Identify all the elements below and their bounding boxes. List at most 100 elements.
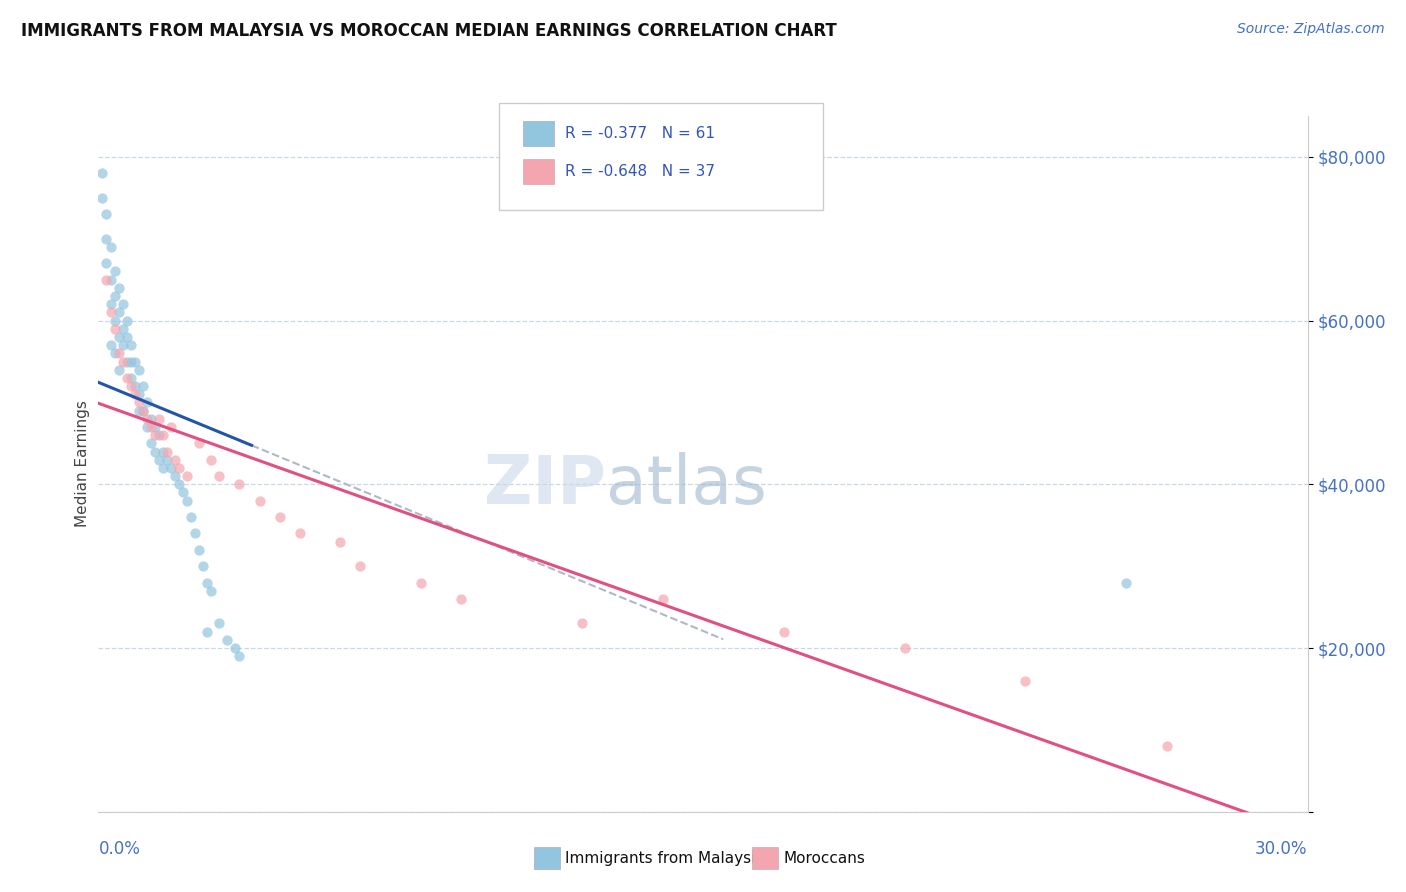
Point: [195, 624, 218, 639]
Point: [180, 510, 202, 524]
Point: [167, 477, 190, 491]
Point: [132, 379, 155, 393]
Point: [409, 575, 432, 590]
Point: [143, 444, 166, 458]
Point: [103, 322, 125, 336]
Point: [128, 395, 150, 409]
Point: [124, 354, 146, 368]
Point: [91, 166, 114, 180]
Point: [111, 297, 134, 311]
Point: [148, 428, 170, 442]
Point: [107, 281, 129, 295]
Text: IMMIGRANTS FROM MALAYSIA VS MOROCCAN MEDIAN EARNINGS CORRELATION CHART: IMMIGRANTS FROM MALAYSIA VS MOROCCAN MED…: [21, 22, 837, 40]
Point: [100, 240, 122, 254]
Point: [228, 477, 250, 491]
Point: [139, 412, 162, 426]
Point: [176, 469, 198, 483]
Point: [135, 412, 157, 426]
Point: [651, 591, 673, 606]
Point: [107, 362, 129, 376]
Point: [124, 379, 146, 393]
Point: [120, 379, 142, 393]
Point: [128, 403, 150, 417]
Point: [1115, 575, 1137, 590]
Point: [269, 510, 291, 524]
Point: [107, 305, 129, 319]
Point: [100, 297, 122, 311]
Point: [139, 436, 162, 450]
Point: [249, 493, 271, 508]
Point: [772, 624, 794, 639]
Point: [143, 428, 166, 442]
Text: 30.0%: 30.0%: [1256, 839, 1308, 857]
Point: [107, 346, 129, 360]
Point: [143, 420, 166, 434]
Point: [115, 330, 138, 344]
Point: [111, 322, 134, 336]
Point: [115, 313, 138, 327]
Point: [1014, 673, 1036, 688]
Point: [184, 526, 207, 541]
Point: [200, 452, 222, 467]
Point: [163, 452, 186, 467]
Text: Immigrants from Malaysia: Immigrants from Malaysia: [565, 851, 765, 865]
Point: [96, 273, 118, 287]
Point: [228, 649, 250, 664]
Point: [132, 403, 155, 417]
Point: [103, 313, 125, 327]
Point: [188, 542, 211, 557]
Point: [152, 444, 174, 458]
Point: [107, 330, 129, 344]
Point: [152, 461, 174, 475]
Point: [893, 640, 915, 655]
Text: atlas: atlas: [606, 451, 768, 517]
Point: [139, 420, 162, 434]
Text: R = -0.377   N = 61: R = -0.377 N = 61: [565, 127, 716, 141]
Point: [160, 420, 183, 434]
Point: [96, 232, 118, 246]
Point: [120, 338, 142, 352]
Point: [200, 583, 222, 598]
Point: [128, 362, 150, 376]
Point: [163, 469, 186, 483]
Point: [450, 591, 472, 606]
Point: [148, 412, 170, 426]
Text: 0.0%: 0.0%: [98, 839, 141, 857]
Point: [329, 534, 352, 549]
Point: [96, 256, 118, 270]
Point: [111, 354, 134, 368]
Point: [111, 338, 134, 352]
Point: [188, 436, 211, 450]
Point: [195, 575, 218, 590]
Point: [217, 632, 239, 647]
Point: [120, 371, 142, 385]
Text: ZIP: ZIP: [484, 451, 606, 517]
Text: Moroccans: Moroccans: [783, 851, 865, 865]
Point: [160, 461, 183, 475]
Point: [152, 428, 174, 442]
Point: [193, 559, 215, 574]
Point: [571, 616, 593, 631]
Point: [91, 191, 114, 205]
Point: [156, 452, 179, 467]
Point: [132, 403, 155, 417]
Point: [176, 493, 198, 508]
Point: [103, 264, 125, 278]
Point: [128, 387, 150, 401]
Text: R = -0.648   N = 37: R = -0.648 N = 37: [565, 164, 716, 178]
Point: [288, 526, 311, 541]
Point: [100, 305, 122, 319]
Point: [208, 616, 231, 631]
Point: [103, 289, 125, 303]
Point: [135, 420, 157, 434]
Point: [96, 207, 118, 221]
Point: [172, 485, 194, 500]
Point: [349, 559, 371, 574]
Text: Source: ZipAtlas.com: Source: ZipAtlas.com: [1237, 22, 1385, 37]
Y-axis label: Median Earnings: Median Earnings: [75, 401, 90, 527]
Point: [103, 346, 125, 360]
Point: [148, 452, 170, 467]
Point: [115, 371, 138, 385]
Point: [224, 640, 246, 655]
Point: [167, 461, 190, 475]
